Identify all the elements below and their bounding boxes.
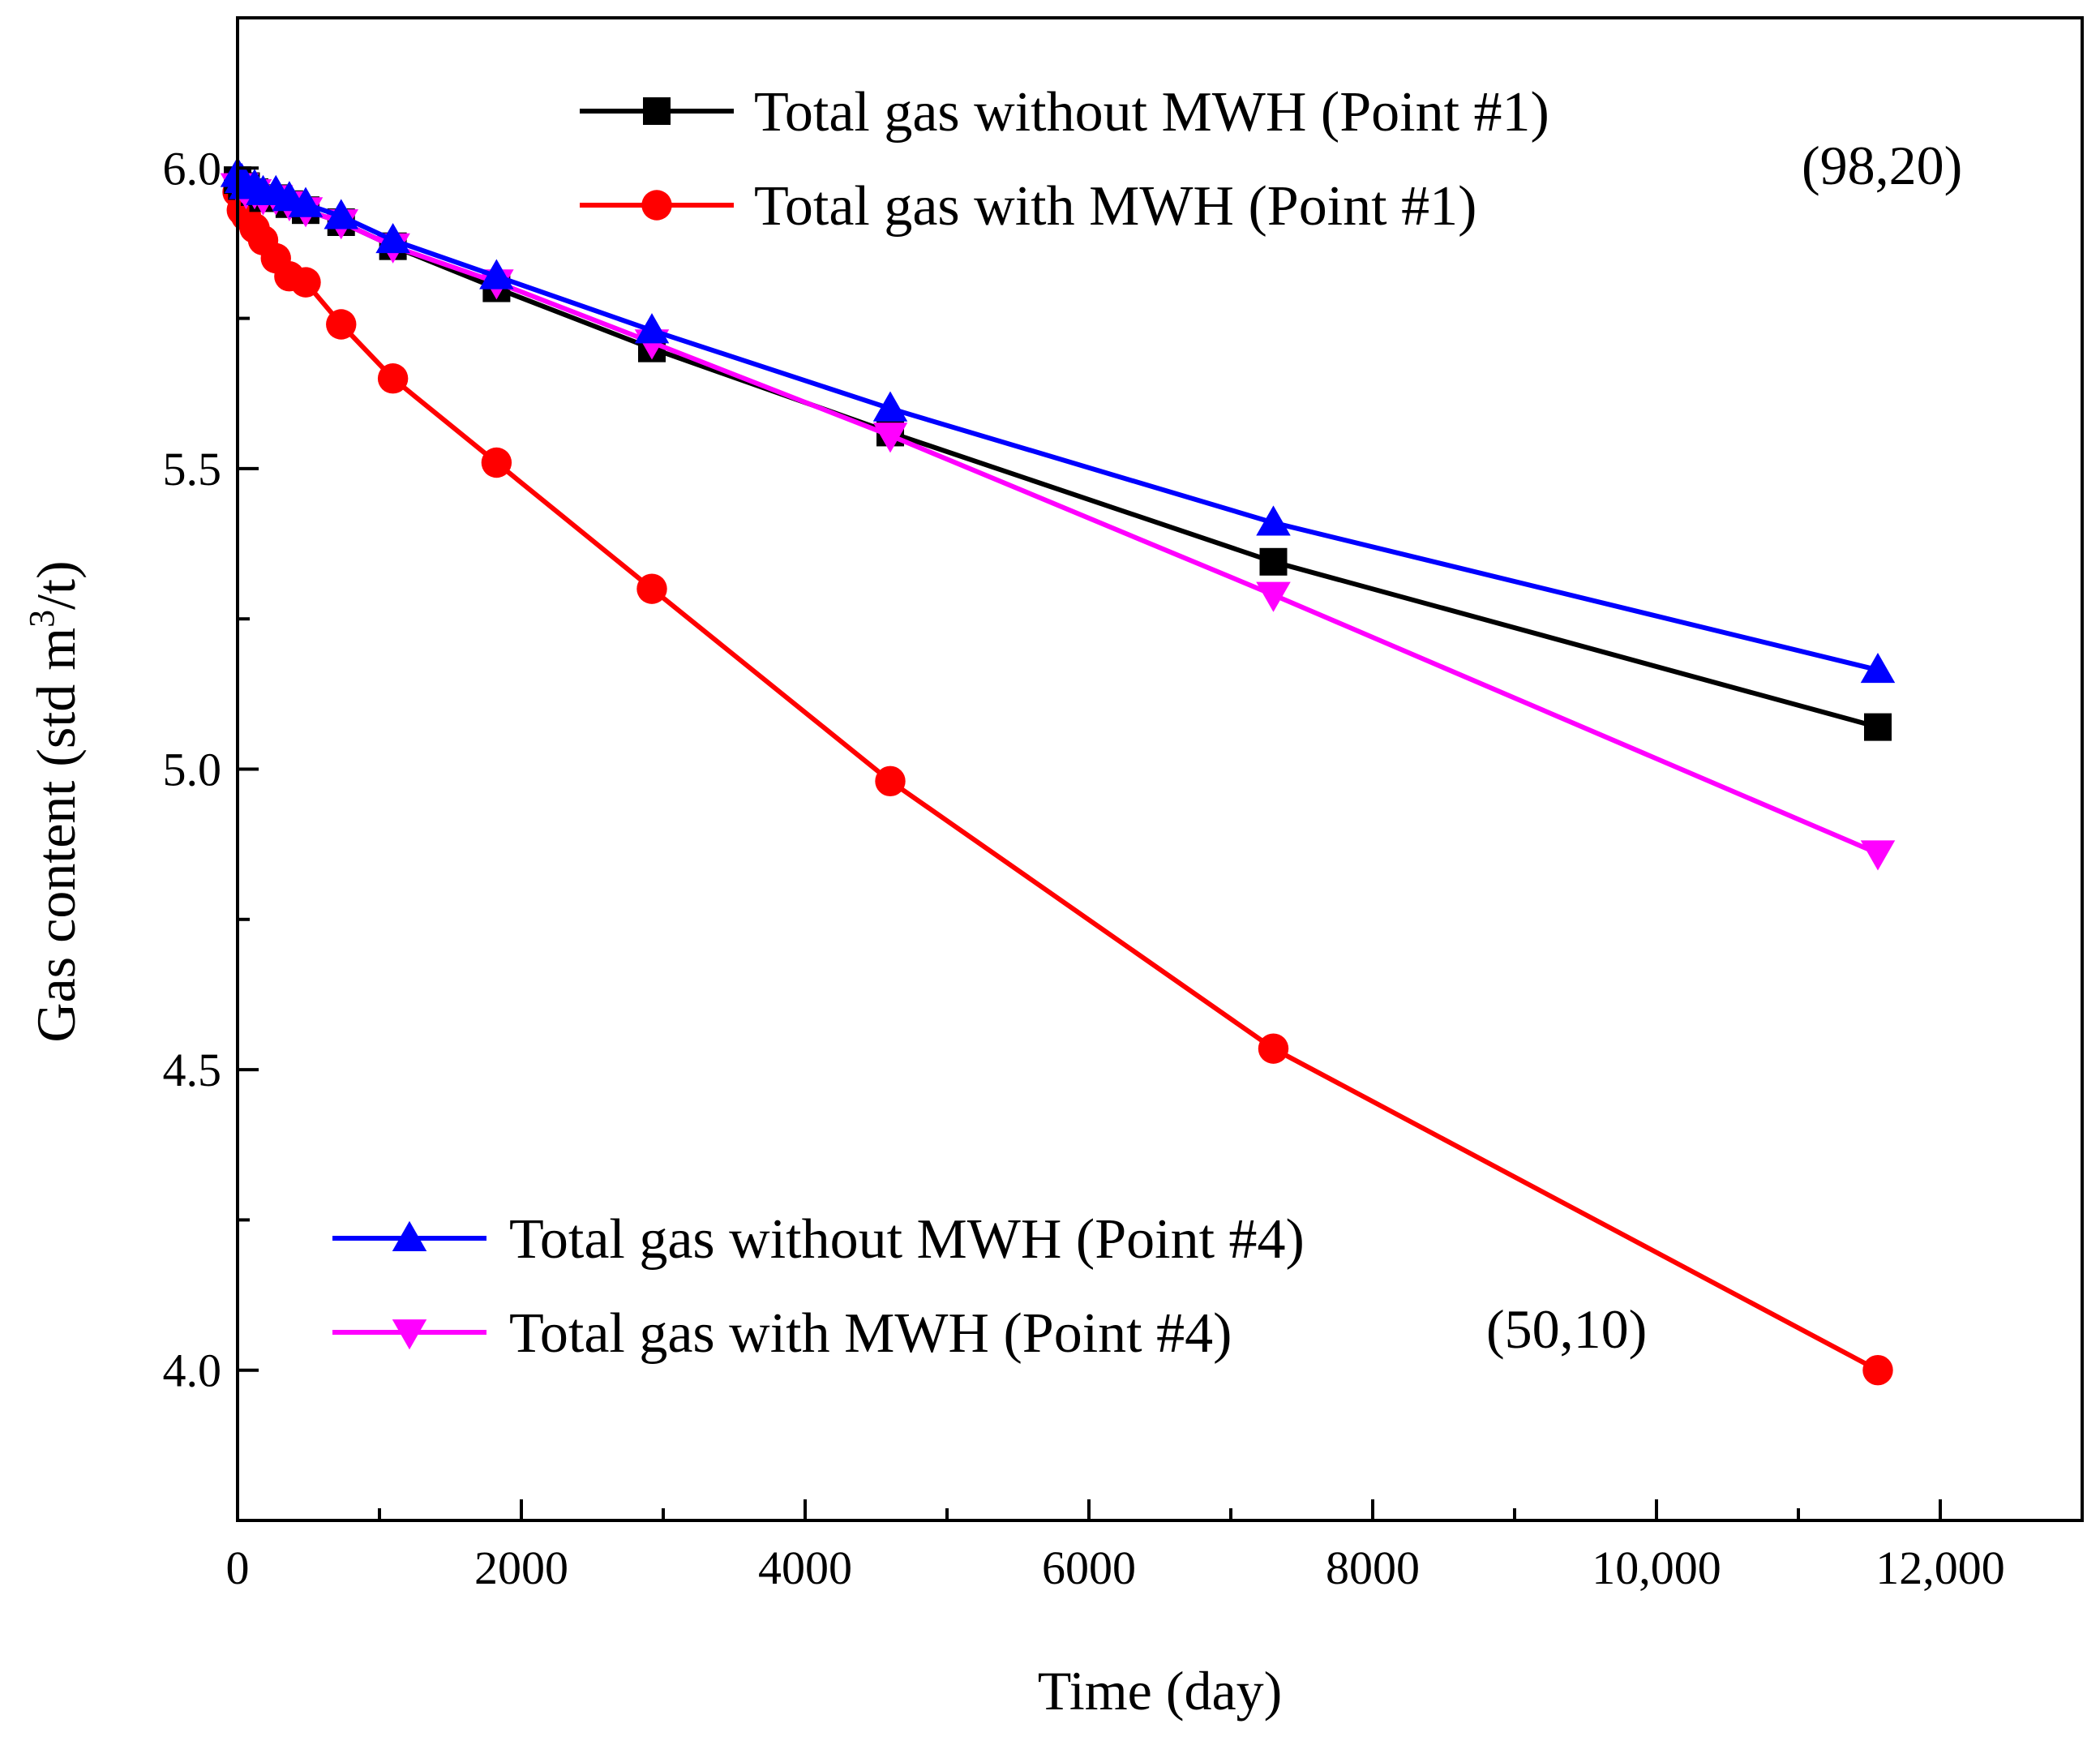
x-tick-label: 6000 — [1042, 1542, 1136, 1594]
annotation-layer: (98,20) (50,10) — [1486, 135, 1962, 1360]
series-line-2 — [235, 191, 1879, 1373]
legend-layer: Total gas without MWH (Point #1) Total ga… — [332, 81, 1549, 1365]
data-point — [1256, 581, 1291, 612]
data-point — [875, 765, 906, 797]
data-point — [479, 259, 514, 289]
data-point — [1256, 505, 1291, 536]
legend-entry-1: Total gas without MWH (Point #1) — [580, 81, 1549, 144]
data-point — [290, 267, 321, 298]
series-1 — [224, 166, 1892, 741]
legend-marker — [392, 1319, 427, 1350]
x-tick-label: 8000 — [1326, 1542, 1420, 1594]
x-tick-label: 10,000 — [1592, 1542, 1721, 1594]
y-tick-label: 5.5 — [163, 443, 222, 495]
legend-marker — [643, 97, 671, 125]
data-point — [1860, 652, 1896, 684]
y-tick-label: 6.0 — [163, 142, 222, 195]
plot-frame — [236, 16, 2084, 1522]
data-point — [481, 447, 512, 478]
data-point — [872, 391, 908, 422]
data-point — [375, 222, 410, 254]
legend-label: Total gas without MWH (Point #1) — [754, 81, 1549, 144]
y-tick-label: 4.5 — [163, 1044, 222, 1096]
annotation-label: (50,10) — [1486, 1298, 1647, 1360]
data-point — [634, 313, 670, 344]
data-point — [1864, 713, 1892, 741]
data-point — [872, 422, 908, 453]
legend-label: Total gas with MWH (Point #4) — [509, 1302, 1232, 1365]
data-point — [1862, 1355, 1893, 1386]
data-point — [377, 363, 409, 394]
annotation-label: (98,20) — [1802, 135, 1962, 196]
data-point — [326, 309, 357, 340]
axes-layer: 0 2000 4000 6000 8000 10,000 12,000 4.0 4.5 5.0 5.… — [22, 16, 2084, 1722]
data-point — [636, 573, 667, 604]
y-axis-title: Gas content (std m3/t) — [22, 560, 87, 1042]
plot-series-layer — [220, 157, 1896, 1386]
data-point — [1259, 547, 1288, 576]
data-point — [1860, 840, 1896, 871]
data-point — [1258, 1033, 1289, 1064]
data-point — [288, 187, 324, 217]
legend-marker — [392, 1220, 427, 1251]
x-axis-title: Time (day) — [1038, 1660, 1283, 1722]
legend-entry-2: Total gas with MWH (Point #1) — [580, 175, 1476, 238]
y-tick-label: 4.0 — [163, 1344, 222, 1397]
x-tick-label: 0 — [226, 1542, 250, 1594]
data-point — [324, 199, 358, 229]
legend-marker — [641, 190, 672, 221]
legend-entry-4: Total gas with MWH (Point #4) — [332, 1302, 1232, 1365]
x-tick-label: 12,000 — [1875, 1542, 2005, 1594]
y-tick-label: 5.0 — [163, 744, 222, 796]
series-3 — [220, 157, 1896, 684]
legend-entry-3: Total gas without MWH (Point #4) — [332, 1208, 1305, 1271]
legend-label: Total gas with MWH (Point #1) — [754, 175, 1476, 238]
series-line-3 — [235, 172, 1879, 673]
x-tick-label: 4000 — [758, 1542, 852, 1594]
series-2 — [222, 177, 1893, 1386]
x-tick-label: 2000 — [474, 1542, 568, 1594]
legend-label: Total gas without MWH (Point #4) — [509, 1208, 1305, 1271]
